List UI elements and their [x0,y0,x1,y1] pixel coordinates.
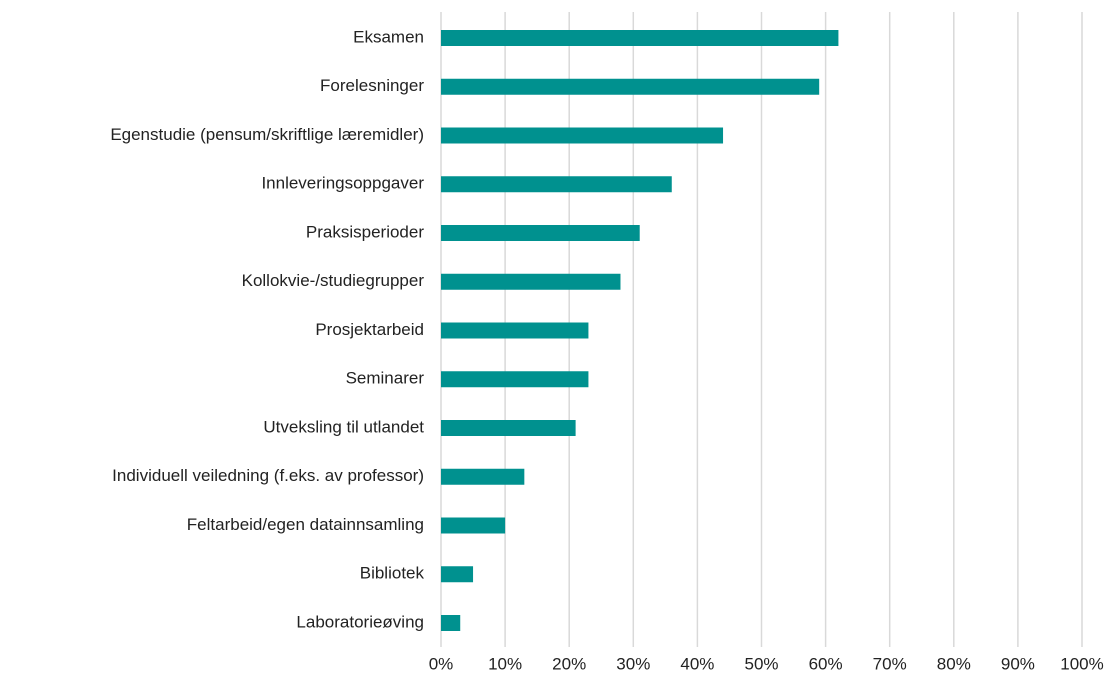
y-tick-label: Egenstudie (pensum/skriftlige læremidler… [110,125,424,144]
y-tick-label: Feltarbeid/egen datainnsamling [187,515,424,534]
bar [441,371,589,388]
bar [441,78,820,95]
bar [441,468,525,485]
x-tick-label: 40% [680,654,714,673]
bar [441,322,589,339]
x-tick-label: 0% [429,654,454,673]
bar [441,420,576,436]
bar [441,225,640,241]
x-tick-label: 60% [809,654,843,673]
x-tick-label: 70% [873,654,907,673]
bar [441,615,461,631]
x-tick-label: 10% [488,654,522,673]
x-tick-label: 50% [744,654,778,673]
y-tick-label: Innleveringsoppgaver [261,174,424,193]
y-tick-label: Prosjektarbeid [315,320,424,339]
y-tick-label: Eksamen [353,27,424,46]
y-tick-label: Bibliotek [360,564,425,583]
y-tick-label: Utveksling til utlandet [263,417,424,436]
bar [441,517,506,534]
y-tick-label: Laboratorieøving [296,612,424,631]
y-tick-label: Seminarer [346,369,425,388]
y-tick-label: Praksisperioder [306,222,424,241]
bar [441,176,672,193]
bar [441,273,621,290]
y-tick-label: Individuell veiledning (f.eks. av profes… [112,466,424,485]
y-tick-label: Kollokvie-/studiegrupper [242,271,425,290]
x-tick-label: 80% [937,654,971,673]
y-tick-label: Forelesninger [320,76,424,95]
bar [441,30,839,46]
x-tick-label: 20% [552,654,586,673]
x-tick-label: 90% [1001,654,1035,673]
bar [441,127,724,144]
bar [441,566,474,583]
x-tick-label: 100% [1060,654,1103,673]
x-tick-label: 30% [616,654,650,673]
